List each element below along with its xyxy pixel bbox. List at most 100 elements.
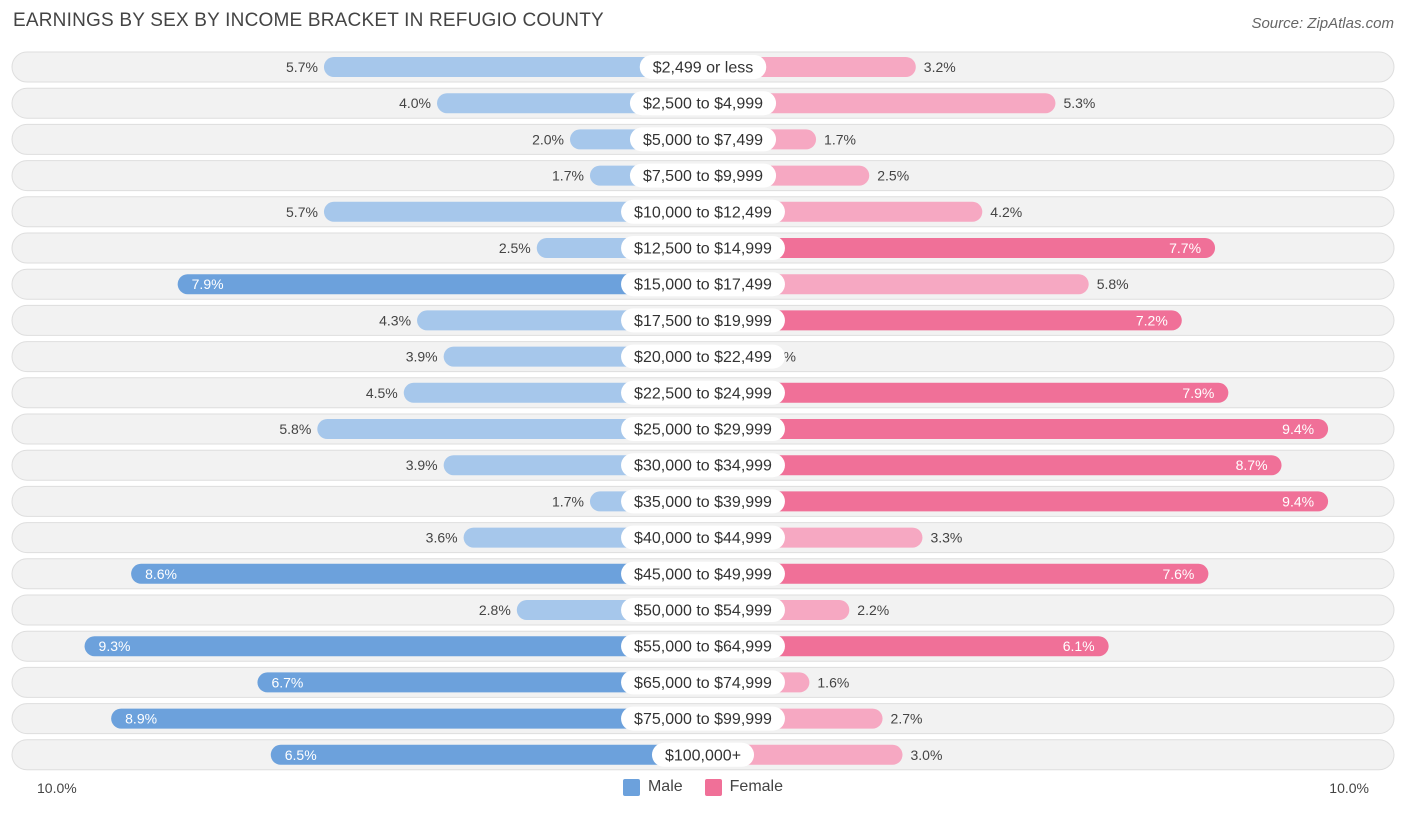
category-pill (621, 272, 785, 297)
female-bar (703, 636, 1109, 657)
female-bar (703, 382, 1229, 403)
category-label: $25,000 to $29,999 (634, 422, 772, 439)
male-value-label: 2.8% (479, 602, 511, 618)
category-pill (651, 742, 755, 767)
category-label: $75,000 to $99,999 (634, 711, 772, 728)
category-pill (621, 417, 785, 441)
female-value-label: 7.9% (1182, 385, 1214, 401)
male-value-label: 9.3% (99, 638, 131, 654)
female-value-label: 7.6% (1162, 566, 1194, 582)
category-label: $35,000 to $39,999 (634, 494, 772, 511)
category-pill (629, 163, 777, 188)
category-label: $100,000+ (665, 747, 741, 764)
male-value-label: 3.9% (406, 349, 438, 365)
category-pill (629, 91, 777, 116)
female-bar (703, 310, 1182, 331)
category-pill (621, 670, 785, 695)
female-bar (703, 419, 1329, 439)
female-value-label: 9.4% (1282, 493, 1314, 509)
category-label: $30,000 to $34,999 (634, 458, 772, 475)
female-value-label: 2.7% (891, 711, 923, 727)
category-pill (621, 706, 785, 731)
female-value-label: 3.3% (930, 530, 962, 546)
male-value-label: 4.3% (379, 312, 411, 328)
male-bar (270, 744, 703, 765)
category-label: $50,000 to $54,999 (634, 603, 772, 620)
category-label: $5,000 to $7,499 (643, 132, 763, 149)
male-value-label: 6.7% (271, 674, 303, 690)
female-value-label: 3.0% (911, 747, 943, 763)
female-value-label: 2.2% (857, 602, 889, 618)
female-value-label: 2.5% (877, 168, 909, 184)
male-value-label: 2.0% (532, 131, 564, 147)
male-value-label: 1.7% (552, 168, 584, 184)
axis-left-label: 10.0% (37, 780, 77, 796)
female-value-label: 7.7% (1169, 240, 1201, 256)
male-value-label: 4.5% (366, 385, 398, 401)
female-value-label: 5.3% (1063, 95, 1095, 111)
axis-right-label: 10.0% (1329, 780, 1369, 796)
male-bar (177, 274, 703, 295)
category-label: $2,500 to $4,999 (643, 96, 763, 113)
category-label: $7,500 to $9,999 (643, 168, 763, 185)
male-bar (131, 563, 704, 584)
female-bar (703, 93, 1056, 114)
male-value-label: 6.5% (285, 747, 317, 763)
category-pill (621, 236, 785, 260)
category-pill (621, 598, 785, 622)
male-bar (84, 636, 704, 657)
source-label: Source: ZipAtlas.com (1251, 15, 1394, 32)
female-value-label: 3.2% (924, 59, 956, 75)
male-value-label: 5.7% (286, 59, 318, 75)
bar-chart: 5.7% 3.2% $2,499 or less 4.0% 5.3% $2,500 to … (11, 51, 1395, 771)
female-value-label: 1.6% (817, 674, 849, 690)
male-bar (323, 57, 703, 77)
male-value-label: 5.7% (286, 204, 318, 220)
female-value-label: 5.8% (1097, 276, 1129, 292)
female-value-label: 4.2% (990, 204, 1022, 220)
male-value-label: 5.8% (279, 421, 311, 437)
category-label: $55,000 to $64,999 (634, 639, 772, 656)
category-pill (621, 453, 785, 478)
chart-title: EARNINGS BY SEX BY INCOME BRACKET IN REF… (13, 10, 604, 31)
female-value-label: 6.1% (1063, 638, 1095, 654)
male-value-label: 1.7% (552, 493, 584, 509)
female-value-label: 7.2% (1136, 312, 1168, 328)
male-value-label: 4.0% (399, 95, 431, 111)
category-label: $15,000 to $17,499 (634, 277, 772, 294)
male-value-label: 8.9% (125, 711, 157, 727)
category-label: $65,000 to $74,999 (634, 675, 772, 692)
legend-male-label: Male (647, 778, 683, 795)
legend-female-label: Female (729, 778, 784, 795)
male-value-label: 7.9% (192, 276, 224, 292)
category-label: $20,000 to $22,499 (634, 349, 772, 366)
category-pill (621, 525, 785, 550)
category-label: $2,499 or less (653, 60, 754, 77)
female-bar (703, 455, 1282, 476)
category-pill (621, 199, 785, 224)
category-label: $22,500 to $24,999 (634, 385, 772, 402)
category-pill (621, 489, 785, 514)
category-label: $45,000 to $49,999 (634, 566, 772, 583)
female-bar (703, 274, 1089, 295)
category-label: $10,000 to $12,499 (634, 204, 772, 221)
legend-item-male[interactable]: Male (622, 778, 683, 796)
male-value-label: 8.6% (145, 566, 177, 582)
male-bar (317, 419, 703, 439)
category-pill (621, 308, 785, 333)
female-value-label: 8.7% (1236, 457, 1268, 473)
category-pill (621, 634, 785, 659)
male-value-label: 2.5% (499, 240, 531, 256)
category-label: $12,500 to $14,999 (634, 241, 772, 258)
category-pill (621, 344, 785, 369)
male-swatch (622, 778, 640, 796)
legend-item-female[interactable]: Female (704, 778, 784, 796)
category-pill (639, 55, 767, 79)
category-pill (621, 380, 785, 405)
legend: Male Female (0, 778, 1406, 796)
category-label: $40,000 to $44,999 (634, 530, 772, 547)
category-pill (629, 127, 777, 152)
female-value-label: 9.4% (1282, 421, 1314, 437)
female-swatch (704, 778, 722, 796)
female-bar (703, 238, 1216, 258)
